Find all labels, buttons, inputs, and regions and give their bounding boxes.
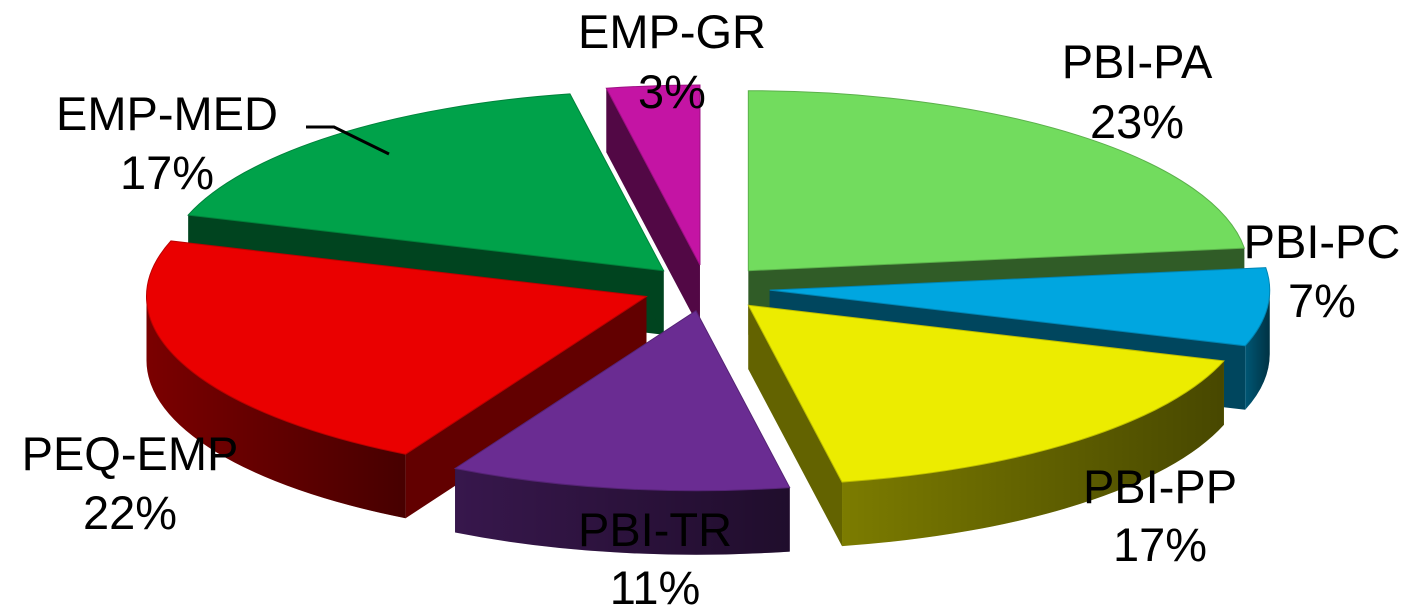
slice-percent-emp-med: 17% [120, 146, 214, 199]
slice-wall-pbi-pp-end [748, 305, 843, 547]
slice-percent-pbi-pp: 17% [1113, 518, 1207, 571]
slice-top-pbi-tr [453, 310, 791, 492]
slice-top-emp-med [187, 93, 665, 272]
slice-rim-shade-pbi-pc [1245, 290, 1270, 410]
slice-label-emp-med: EMP-MED [56, 87, 278, 140]
slice-top-pbi-pc [769, 267, 1271, 347]
slice-pbi-pp [747, 304, 1225, 547]
slice-rim-shade-peq-emp [146, 296, 406, 519]
slice-wall-emp-gr-start [606, 88, 700, 330]
slice-top-emp-gr [605, 84, 701, 266]
slice-rim-shade-pbi-tr [455, 468, 790, 555]
slice-top-pbi-pp [747, 304, 1225, 483]
slice-emp-gr [605, 84, 701, 330]
slice-label-pbi-pp: PBI-PP [1083, 460, 1237, 513]
slice-label-pbi-pa: PBI-PA [1062, 35, 1213, 88]
slice-pbi-tr [453, 310, 791, 555]
slice-percent-emp-gr: 3% [638, 65, 706, 118]
slice-percent-pbi-tr: 11% [610, 561, 701, 612]
slice-percent-pbi-pc: 7% [1288, 274, 1356, 327]
slice-top-peq-emp [146, 240, 648, 455]
labels-layer: PBI-PA 23% PBI-PC 7% PBI-PP 17% PBI-TR 1… [22, 5, 1401, 612]
slice-label-pbi-pc: PBI-PC [1244, 215, 1401, 268]
slice-top-pbi-pa [747, 90, 1246, 272]
leader-line-emp-med [306, 125, 390, 156]
slice-label-peq-emp: PEQ-EMP [22, 427, 239, 480]
slices-layer [146, 84, 1271, 555]
slice-label-pbi-tr: PBI-TR [578, 503, 732, 556]
slice-percent-pbi-pa: 23% [1090, 95, 1184, 148]
slice-percent-peq-emp: 22% [83, 486, 177, 539]
slice-label-emp-gr: EMP-GR [578, 5, 766, 58]
